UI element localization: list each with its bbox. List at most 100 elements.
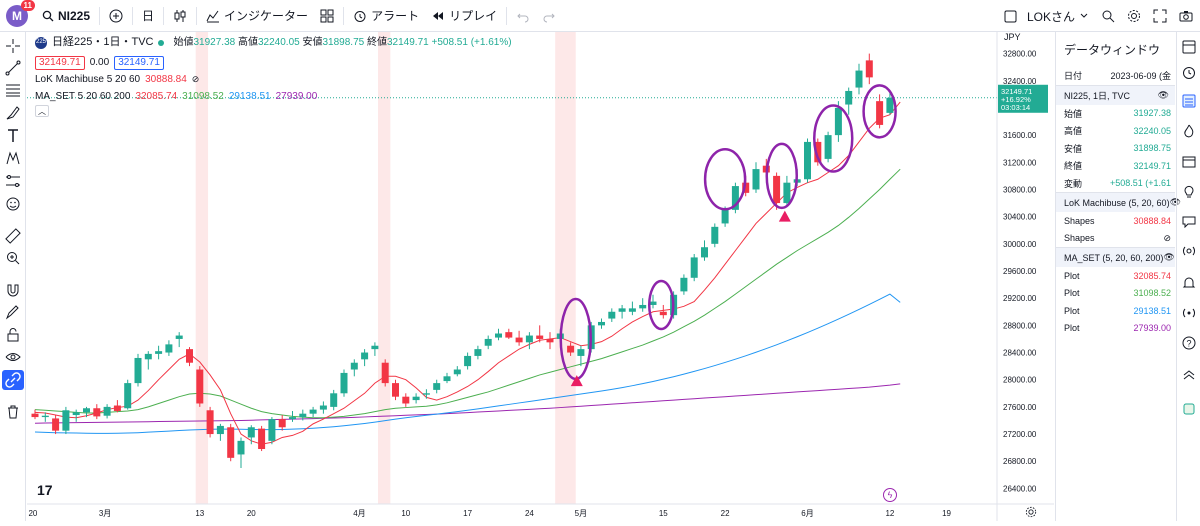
candle[interactable]	[628, 301, 636, 316]
pattern-tool[interactable]	[2, 148, 24, 168]
candle[interactable]	[72, 409, 80, 422]
candle[interactable]	[340, 369, 348, 397]
candle[interactable]	[433, 379, 441, 394]
candle[interactable]	[412, 393, 420, 404]
candle[interactable]	[268, 417, 276, 445]
crosshair-tool[interactable]	[2, 36, 24, 56]
candle[interactable]	[649, 294, 657, 309]
candle[interactable]	[144, 351, 152, 370]
candle[interactable]	[752, 162, 760, 193]
compare-button[interactable]	[103, 0, 129, 32]
indicator-legend-machibuse[interactable]: LoK Machibuse 5 20 60 30888.84 ⊘	[35, 71, 512, 88]
hide-drawings[interactable]	[2, 347, 24, 367]
candle[interactable]	[155, 345, 163, 360]
help-icon[interactable]: ?	[1182, 336, 1196, 350]
symbol-title[interactable]: 日経225・1日・TVC	[52, 36, 154, 48]
candle[interactable]	[237, 437, 245, 469]
candle[interactable]	[381, 359, 389, 387]
candle[interactable]	[186, 347, 193, 367]
chart-type-button[interactable]	[167, 0, 193, 32]
remove-drawings[interactable]	[2, 402, 24, 422]
candle[interactable]	[31, 409, 39, 420]
candle[interactable]	[113, 400, 121, 413]
candle[interactable]	[196, 366, 204, 407]
annotation-circle[interactable]	[862, 84, 897, 139]
candle[interactable]	[525, 332, 533, 350]
symbol-search-button[interactable]: NI225	[36, 0, 96, 32]
eye-icon[interactable]: 👁	[1163, 252, 1175, 262]
candle[interactable]	[464, 352, 472, 370]
candle[interactable]	[773, 172, 781, 210]
buy-button[interactable]: 32149.71	[114, 55, 164, 70]
candle[interactable]	[608, 308, 616, 322]
brush-tool[interactable]	[2, 103, 24, 123]
annotation-circle[interactable]	[765, 142, 798, 210]
candle[interactable]	[515, 330, 523, 346]
layouts-button[interactable]	[314, 0, 340, 32]
alert-button[interactable]: アラート	[347, 0, 425, 32]
interval-button[interactable]: 日	[136, 0, 160, 32]
annotation-circle[interactable]	[647, 279, 675, 331]
candle[interactable]	[165, 340, 173, 356]
candle[interactable]	[598, 318, 605, 329]
streams-icon[interactable]	[1182, 244, 1196, 258]
sync-drawings[interactable]	[2, 370, 24, 390]
candle[interactable]	[216, 423, 224, 441]
candle[interactable]	[83, 406, 90, 418]
candle[interactable]	[639, 298, 647, 312]
candle[interactable]	[299, 409, 307, 421]
candle[interactable]	[618, 304, 626, 319]
collapse-legend-button[interactable]: ︿	[35, 105, 49, 117]
candle[interactable]	[371, 342, 379, 356]
eye-icon[interactable]: 👁	[1169, 197, 1181, 207]
candle[interactable]	[41, 412, 49, 422]
undo-button[interactable]	[510, 0, 536, 32]
candle[interactable]	[876, 94, 884, 129]
lock-drawings[interactable]	[2, 325, 24, 345]
prediction-tool[interactable]	[2, 171, 24, 191]
candle[interactable]	[865, 53, 873, 85]
text-tool[interactable]	[2, 126, 24, 146]
candle[interactable]	[330, 389, 338, 411]
candle[interactable]	[804, 138, 811, 183]
indicators-button[interactable]: インジケーター	[200, 0, 314, 32]
lightning-icon[interactable]: ϟ	[883, 488, 897, 502]
eye-icon[interactable]: 👁	[1157, 89, 1169, 100]
candle[interactable]	[175, 332, 183, 348]
candle[interactable]	[474, 345, 482, 360]
fib-tool[interactable]	[2, 80, 24, 100]
candle[interactable]	[103, 404, 111, 419]
candle[interactable]	[361, 349, 369, 367]
candle[interactable]	[278, 415, 286, 431]
hotlist-icon[interactable]	[1182, 124, 1196, 138]
candle[interactable]	[886, 91, 894, 115]
candle[interactable]	[247, 425, 255, 445]
user-avatar[interactable]: M 11	[6, 0, 35, 27]
data-window-icon[interactable]	[1182, 94, 1196, 108]
candle[interactable]	[289, 410, 296, 422]
candle[interactable]	[783, 175, 791, 207]
candle[interactable]	[690, 254, 698, 282]
signal-icon[interactable]	[1182, 306, 1196, 320]
ideas-icon[interactable]	[1182, 184, 1196, 198]
candle[interactable]	[845, 87, 853, 115]
candle[interactable]	[227, 423, 235, 462]
candle[interactable]	[93, 404, 101, 420]
indicator1-section-header[interactable]: LoK Machibuse (5, 20, 60) 👁	[1056, 192, 1181, 212]
symbol-section-header[interactable]: NI225, 1日, TVC 👁	[1056, 84, 1175, 105]
candle[interactable]	[680, 274, 688, 295]
alerts-clock-icon[interactable]	[1182, 66, 1196, 80]
annotation-circle[interactable]	[813, 104, 854, 173]
candle[interactable]	[309, 406, 317, 418]
candle[interactable]	[546, 332, 554, 350]
candle[interactable]	[134, 353, 142, 387]
indicator-legend-maset[interactable]: MA_SET 5 20 60 200 32085.74 31098.52 291…	[35, 88, 512, 105]
fullscreen-button[interactable]	[1147, 0, 1173, 32]
snapshot-button[interactable]	[1173, 0, 1199, 32]
candle[interactable]	[855, 63, 863, 95]
calendar-icon[interactable]	[1182, 154, 1196, 168]
measure-tool[interactable]	[2, 226, 24, 246]
sell-button[interactable]: 32149.71	[35, 55, 85, 70]
layout-toggle[interactable]: LOKさん	[998, 0, 1095, 32]
candle[interactable]	[824, 131, 832, 163]
